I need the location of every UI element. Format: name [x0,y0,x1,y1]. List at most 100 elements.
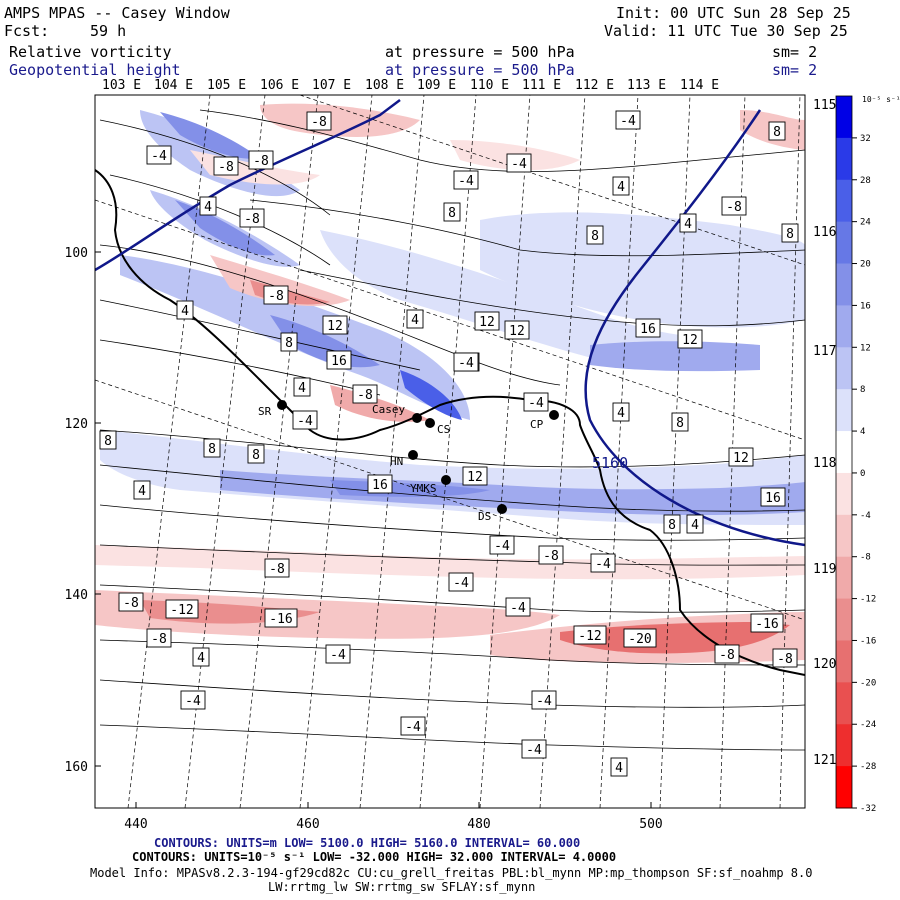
contour-label-text: -4 [330,648,346,663]
contour-label-text: -4 [620,114,636,129]
contour-label-text: 4 [298,381,306,396]
colorbar-tick-label: -16 [860,636,876,646]
contour-label: 4 [612,176,630,196]
field2-smoothing: sm= 2 [772,61,818,79]
coastline [95,169,805,676]
contour-label-text: 12 [327,319,343,334]
plot-frame [94,94,806,809]
contour-label-text: -4 [494,539,510,554]
colorbar-tick-label: -32 [860,804,876,814]
contour-label: -4 [489,535,515,555]
contour-label: -16 [264,608,298,628]
top-longitude-labels: 103 E 104 E 105 E 106 E 107 E 108 E 109 E 110 E… [102,78,719,93]
contour-line [99,639,805,666]
geopotential-contours [95,99,805,547]
contour-label-text: 8 [208,442,216,457]
window-title: AMPS MPAS -- Casey Window [4,4,230,22]
top-longitude-label: 110 E [470,78,509,93]
contour-label-text: 16 [331,354,347,369]
contour-label: -4 [453,352,479,372]
bottom-axis-label: 460 [296,817,319,832]
station-CP: CP [530,410,559,431]
vort-band-red-1 [260,103,420,137]
contour-label-text: 12 [733,451,749,466]
colorbar-tick-label: -4 [860,511,871,521]
colorbar-frame [835,95,853,809]
colorbar-tick-label: 16 [860,301,871,311]
field1-smoothing: sm= 2 [772,43,818,61]
contour-label-text: 4 [181,304,189,319]
right-longitude-bg [811,561,843,576]
init-time: Init: 00 UTC Sun 28 Sep 25 [616,4,851,22]
colorbar-swatch [836,347,852,390]
station-layer: SR Casey CS CP HN YMKS DS [258,400,559,523]
contour-label: 8 [663,514,681,534]
contour-line [99,679,805,708]
colorbar: 32 28 24 20 16 12 8 4 0 -4 -8 -12 -16 -20 -24 -28 -32 [835,95,876,814]
left-axis-label: 140 [65,588,88,603]
contour-label-text: -8 [253,154,269,169]
top-longitude-label: 105 E [207,78,246,93]
parallel-line [299,95,805,266]
contour-label: -20 [623,628,657,648]
contour-label: 4 [199,196,217,216]
colorbar-tick-label: 12 [860,343,871,353]
meridian-line [539,95,586,808]
field1-name: Relative vorticity [9,43,172,61]
contour-label: -4 [453,170,479,190]
colorbar-tick-label: -8 [860,553,871,563]
station-label: YMKS [410,482,437,495]
contour-label: 8 [280,332,298,352]
colorbar-swatch [836,724,852,767]
station-label: CS [437,423,450,436]
right-longitude-bg [811,224,843,239]
meridian-line [299,95,373,808]
contour-label-text: -4 [536,694,552,709]
colorbar-swatch [836,221,852,265]
colorbar-tick-label: -12 [860,595,876,605]
colorbar-swatch [836,96,852,139]
vort-band-blue-3b [270,315,380,368]
contour-label: -4 [506,153,532,173]
station-label: Casey [372,403,405,416]
left-axis: 100 120 140 160 [65,246,101,775]
contour-label: 4 [610,757,628,777]
contour-label: 4 [679,213,697,233]
bottom-axis-label: 500 [639,817,662,832]
colorbar-swatch [836,514,852,558]
contour-label-layer: -8-4-8-8-4-484-8-8-448848-8412-841212-41… [99,110,799,777]
contour-label-text: -4 [458,174,474,189]
contour-line [99,429,805,468]
contour-label-text: 8 [448,206,456,221]
contour-label-text: -8 [726,200,742,215]
colorbar-unit: 10⁻⁵ s⁻¹ [862,95,900,104]
contour-label-text: 4 [691,518,699,533]
contour-label: 8 [768,121,786,141]
station-Casey: Casey [372,403,422,423]
contour-label-text: -8 [719,648,735,663]
colorbar-tick-label: 0 [860,469,865,479]
contour-label-text: -4 [453,576,469,591]
contour-label: -8 [721,196,747,216]
top-longitude-label: 103 E [102,78,141,93]
contour-label: 4 [612,402,630,422]
contour-label: -4 [531,690,557,710]
contour-label: 16 [635,318,661,338]
colorbar-swatch [836,431,852,474]
contour-label-text: -4 [595,557,611,572]
top-longitude-label: 112 E [575,78,614,93]
top-longitude-label: 111 E [522,78,561,93]
meridian-line [239,95,319,808]
parallel-line [95,379,805,621]
contour-label: -8 [213,156,239,176]
colorbar-tick-label: -20 [860,678,876,688]
contour-label-text: -8 [357,388,373,403]
left-axis-label: 120 [65,417,88,432]
contour-label: 12 [462,466,488,486]
contour-label-text: -4 [151,149,167,164]
colorbar-tick-label: 8 [860,385,865,395]
parallel-line [95,199,805,441]
contour-label: 4 [293,377,311,397]
colorbar-swatch [836,598,852,641]
